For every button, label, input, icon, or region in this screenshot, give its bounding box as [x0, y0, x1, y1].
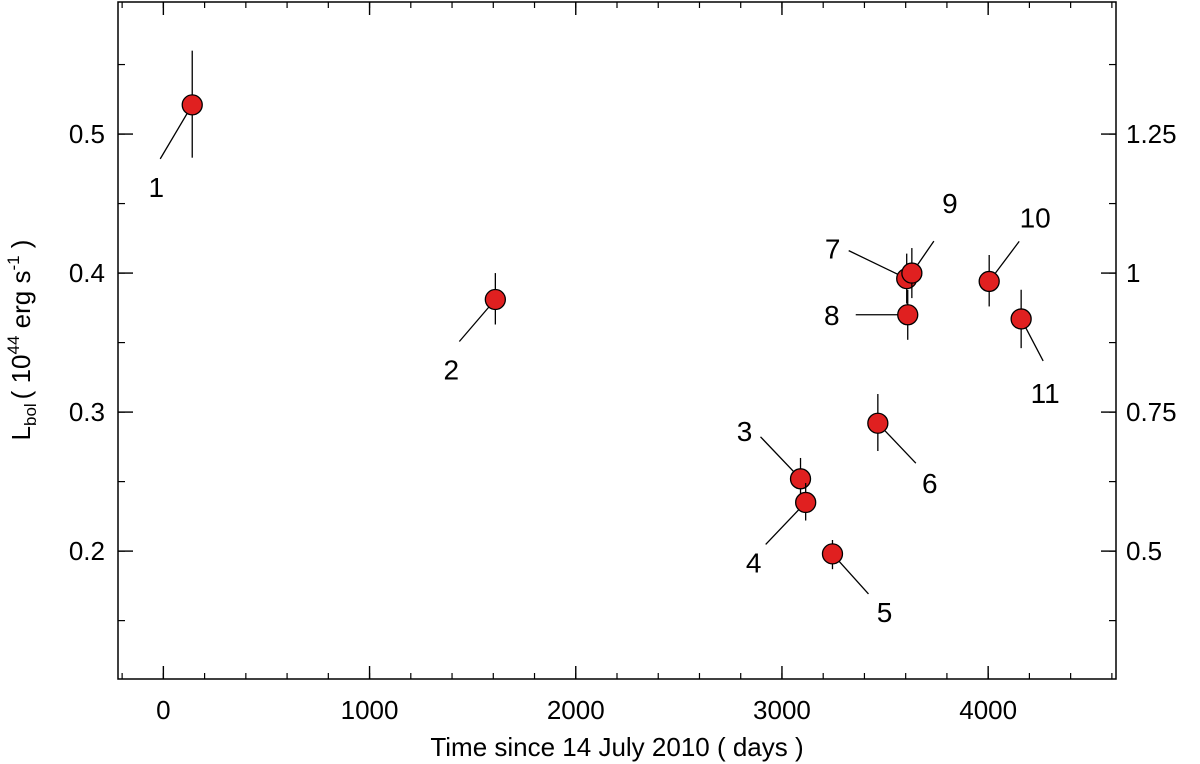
y-tick-label: 0.4: [69, 258, 105, 288]
data-point-marker: [789, 468, 812, 490]
data-point-marker: [978, 270, 1000, 293]
x-tick-label: 1000: [341, 695, 399, 725]
secondary-y-axis-ticks: 0.5 0.75 1 1.25: [1101, 63, 1177, 622]
data-points: 1 2 3 4 5 6 7 8 9 10 11: [148, 50, 1060, 628]
plot-frame: [117, 1, 1117, 680]
data-point-marker: [901, 262, 923, 284]
data-point-label: 9: [942, 188, 958, 219]
data-point-label: 5: [877, 597, 893, 628]
data-point-label: 3: [737, 416, 753, 447]
x-tick-label: 0: [156, 695, 170, 725]
label-leader-line: [848, 250, 907, 280]
y-tick-label: 0.5: [69, 119, 105, 149]
data-point-marker: [795, 491, 817, 514]
data-point-label: 1: [148, 172, 164, 203]
y-axis-ticks: 0.2 0.3 0.4 0.5: [69, 63, 133, 622]
x-tick-label: 2000: [547, 695, 605, 725]
data-point-marker: [484, 288, 506, 311]
x-tick-label: 4000: [959, 695, 1017, 725]
data-point-marker: [897, 304, 919, 326]
x-axis-ticks: 0 1000 2000 3000 4000: [121, 2, 1113, 725]
data-point-label: 4: [746, 547, 762, 578]
data-point-label: 7: [825, 234, 841, 265]
y-axis-subscript: bol: [21, 403, 40, 426]
y-axis-unit-exponent: -1: [4, 255, 23, 270]
y2-tick-label: 1.25: [1126, 119, 1177, 149]
y2-tick-label: 0.5: [1126, 536, 1162, 566]
data-point-marker: [867, 412, 889, 434]
x-axis-title: Time since 14 July 2010 ( days ): [430, 732, 803, 762]
y-axis-symbol: L: [6, 426, 36, 440]
y-axis-title: Lbol ( 1044 erg s-1 ): [4, 240, 40, 441]
data-point-label: 6: [922, 468, 938, 499]
data-point-label: 8: [824, 300, 840, 331]
y-tick-label: 0.2: [69, 536, 105, 566]
y-tick-label: 0.3: [69, 397, 105, 427]
data-point-label: 2: [444, 354, 460, 385]
y2-tick-label: 0.75: [1126, 397, 1177, 427]
y-axis-exponent: 44: [4, 336, 23, 355]
x-tick-label: 3000: [753, 695, 811, 725]
y2-tick-label: 1: [1126, 258, 1140, 288]
data-point-label: 11: [1031, 378, 1060, 409]
data-point-label: 10: [1020, 202, 1051, 233]
data-point-marker: [1010, 308, 1032, 330]
data-point-marker: [181, 94, 203, 116]
y-axis-unit: erg s: [6, 271, 36, 336]
data-point-marker: [821, 543, 844, 565]
y-axis-open: ( 10: [6, 355, 36, 400]
y-axis-close: ): [6, 240, 36, 256]
